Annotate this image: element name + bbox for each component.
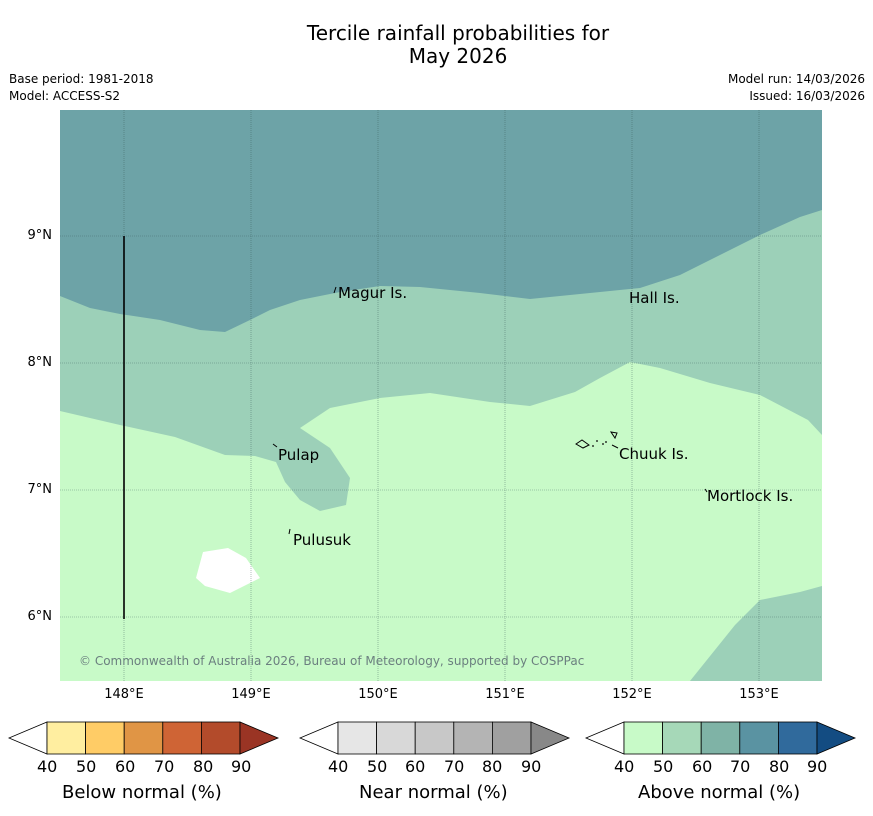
island-chuuk-3	[611, 444, 619, 449]
island-pulusuk	[288, 528, 291, 535]
colorbar-over-triangle	[530, 721, 571, 755]
title-line-2: May 2026	[408, 44, 508, 68]
colorbar-above	[584, 721, 857, 755]
meta-right: Model run: 14/03/2026 Issued: 16/03/2026	[728, 71, 865, 105]
copyright-credit: © Commonwealth of Australia 2026, Bureau…	[79, 654, 585, 668]
lat-label-8n: 8°N	[27, 355, 53, 370]
place-magur: Magur Is.	[338, 284, 408, 302]
cb-below-tick: 70	[154, 757, 175, 776]
colorbar-over-triangle	[239, 721, 280, 755]
zone-above-50-60-se	[690, 586, 822, 681]
missing-data-area	[196, 548, 260, 593]
colorbar-under-triangle	[584, 721, 625, 755]
colorbar-segment	[123, 721, 164, 755]
lon-label-153e: 153°E	[739, 687, 779, 702]
colorbar-segment	[376, 721, 416, 755]
cb-below-tick: 40	[37, 757, 58, 776]
cb-near-title: Near normal (%)	[359, 782, 508, 803]
island-mortlock	[704, 488, 708, 493]
island-chuuk-2	[609, 431, 618, 440]
base-period: Base period: 1981-2018	[9, 72, 154, 86]
cb-below-title: Below normal (%)	[62, 782, 222, 803]
colorbar-over-triangle	[816, 721, 857, 755]
cb-below-tick: 60	[115, 757, 136, 776]
cb-above-tick: 40	[614, 757, 635, 776]
zone-above-60-70	[60, 110, 822, 332]
cb-below-tick: 80	[193, 757, 214, 776]
cb-near-tick: 50	[367, 757, 388, 776]
cb-above-tick: 70	[730, 757, 751, 776]
lon-label-148e: 148°E	[104, 687, 144, 702]
place-pulusuk: Pulusuk	[293, 531, 351, 549]
chart-title: Tercile rainfall probabilities for May 2…	[0, 22, 873, 68]
model-name: Model: ACCESS-S2	[9, 89, 121, 103]
lat-label-6n: 6°N	[27, 609, 53, 624]
colorbar-under-triangle	[298, 721, 339, 755]
place-mortlock: Mortlock Is.	[707, 487, 794, 505]
lon-label-149e: 149°E	[231, 687, 271, 702]
lon-label-152e: 152°E	[612, 687, 652, 702]
lat-label-7n: 7°N	[27, 482, 53, 497]
cb-above-tick: 80	[769, 757, 790, 776]
gridlines	[60, 110, 822, 681]
meta-left: Base period: 1981-2018 Model: ACCESS-S2	[9, 71, 154, 105]
cb-above-tick: 60	[692, 757, 713, 776]
issued-date: Issued: 16/03/2026	[749, 89, 865, 103]
island-magur	[333, 286, 337, 294]
island-chuuk-1	[575, 439, 590, 449]
lat-label-9n: 9°N	[27, 228, 53, 243]
cb-near-tick: 60	[405, 757, 426, 776]
colorbar-segment	[162, 721, 202, 755]
colorbar-segment	[491, 721, 532, 755]
colorbar-segment	[414, 721, 455, 755]
cb-near-tick: 80	[482, 757, 503, 776]
colorbar-segment	[453, 721, 493, 755]
title-line-1: Tercile rainfall probabilities for	[306, 21, 610, 45]
cb-near-tick: 90	[521, 757, 542, 776]
cb-below-tick: 90	[231, 757, 252, 776]
cb-above-tick: 50	[653, 757, 674, 776]
colorbar-segment	[337, 721, 377, 755]
colorbar-under-triangle	[7, 721, 48, 755]
cb-above-title: Above normal (%)	[638, 782, 801, 803]
island-dots	[592, 440, 607, 447]
island-pulap	[272, 443, 278, 448]
colorbar-segment	[46, 721, 86, 755]
colorbar-segment	[200, 721, 241, 755]
cb-below-tick: 50	[76, 757, 97, 776]
colorbar-below	[7, 721, 280, 755]
cb-above-tick: 90	[807, 757, 828, 776]
place-hall: Hall Is.	[629, 289, 680, 307]
colorbar-segment	[700, 721, 741, 755]
cb-near-tick: 70	[444, 757, 465, 776]
lon-label-150e: 150°E	[358, 687, 398, 702]
colorbar-segment	[85, 721, 125, 755]
place-chuuk: Chuuk Is.	[619, 445, 689, 463]
colorbar-segment	[778, 721, 818, 755]
colorbar-segment	[662, 721, 702, 755]
model-run: Model run: 14/03/2026	[727, 72, 865, 86]
island-outlines	[272, 286, 708, 535]
place-pulap: Pulap	[278, 446, 320, 464]
colorbar-segment	[623, 721, 663, 755]
cb-near-tick: 40	[328, 757, 349, 776]
colorbar-segment	[739, 721, 779, 755]
lon-label-151e: 151°E	[485, 687, 525, 702]
colorbar-near	[298, 721, 571, 755]
